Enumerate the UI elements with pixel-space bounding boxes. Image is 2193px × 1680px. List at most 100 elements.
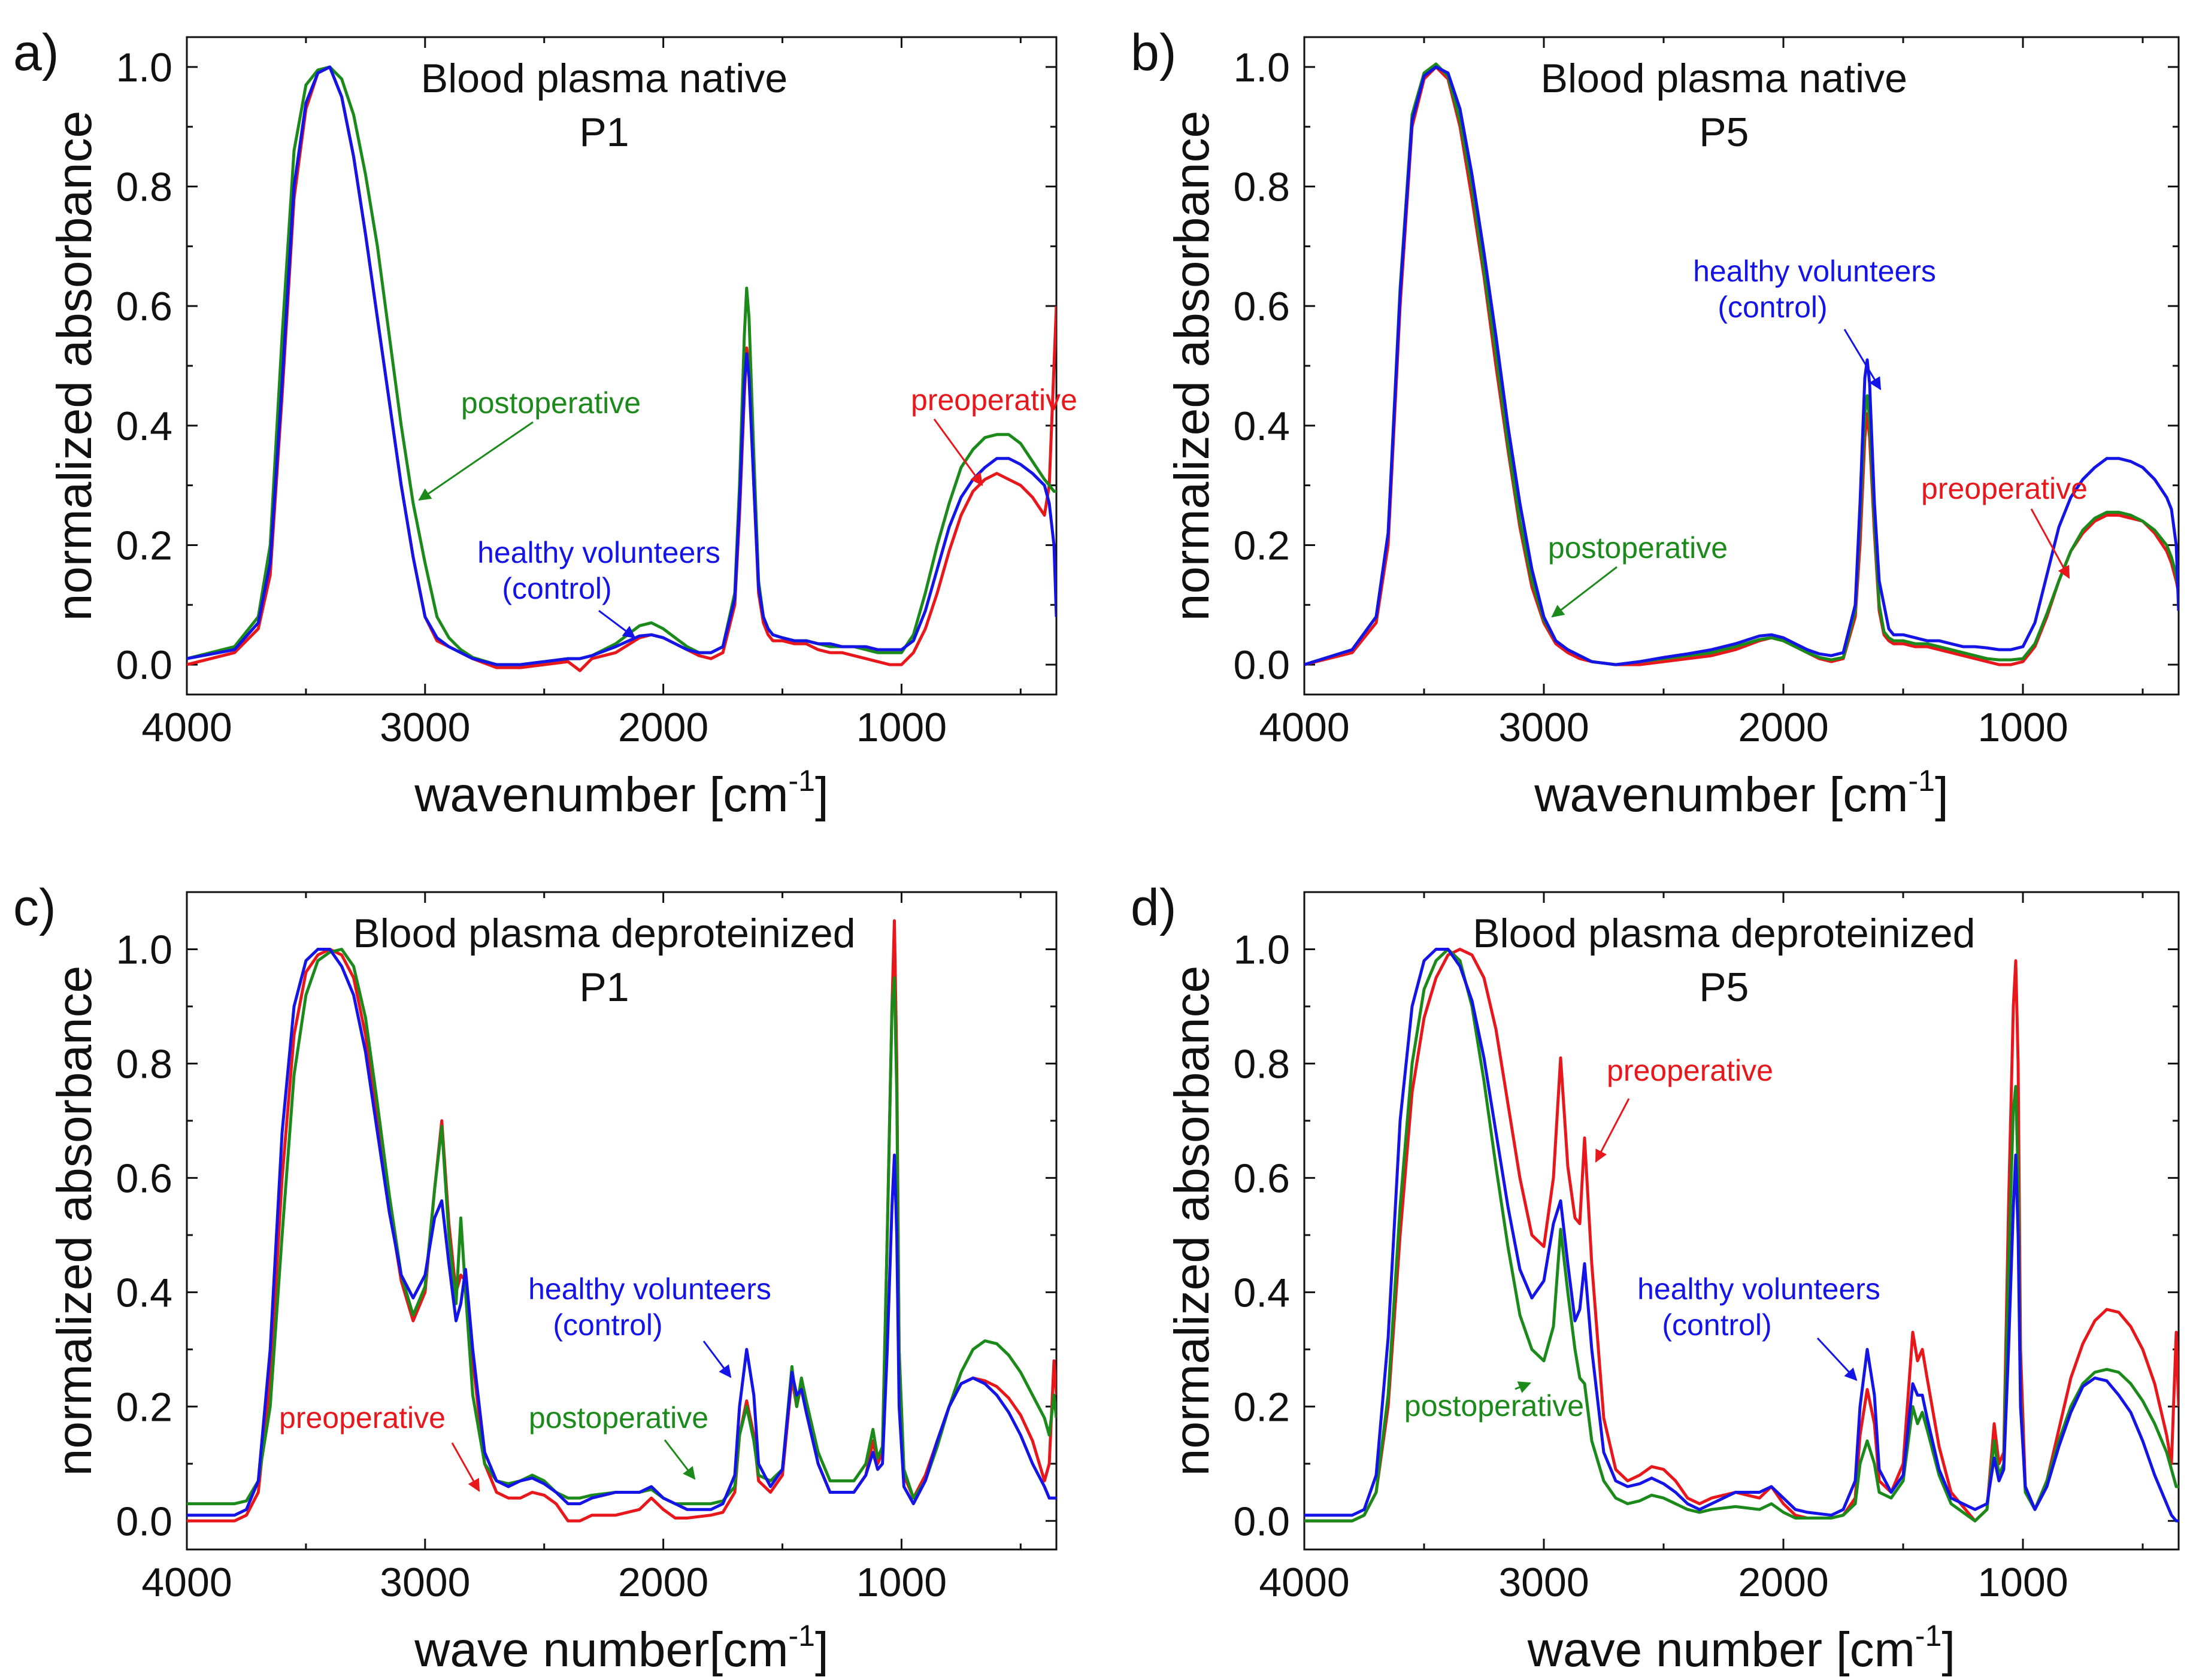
y-tick-label: 0.6 [116,1156,172,1201]
y-tick-label: 0.8 [116,165,172,210]
y-tick-label: 0.0 [116,642,172,688]
control-line [1304,950,2179,1521]
y-axis-title: normalized absorbance [1165,966,1219,1476]
x-tick-label: 3000 [1498,1560,1589,1605]
panel-b: 4000 3000 2000 1000 0.0 0.2 0.4 0.6 0.8 1.0 wavenu… [1131,24,2179,822]
x-tick-label: 2000 [1738,705,1828,750]
y-tick-label: 0.4 [116,404,172,449]
y-tick-label: 0.6 [1233,1156,1290,1201]
annotation-control-line1: healthy volunteers [528,1272,771,1306]
x-tick-label: 1000 [1977,1560,2068,1605]
panel-subtitle: P1 [579,110,629,155]
y-tick-label: 0.6 [116,284,172,329]
y-tick-label: 0.6 [1233,284,1290,329]
postoperative-line [1304,950,2179,1521]
annotation-arrow-preoperative [452,1443,479,1491]
panel-title: Blood plasma deproteinized [1473,911,1975,956]
annotation-preoperative: preoperative [911,383,1077,417]
annotation-arrow-postoperative [419,422,533,500]
annotation-postoperative: postoperative [529,1401,708,1435]
annotation-control-line2: (control) [502,572,611,605]
x-tick-label: 3000 [380,705,470,750]
annotation-postoperative: postoperative [1548,531,1728,565]
annotation-control-line1: healthy volunteers [1693,254,1936,288]
x-tick-label: 1000 [856,1560,947,1605]
x-tick-label: 1000 [856,705,947,750]
panel-c: 4000 3000 2000 1000 0.0 0.2 0.4 0.6 0.8 1.0 wave n… [13,879,1056,1677]
panel-label: b) [1131,24,1176,81]
y-axis-title: normalized absorbance [47,966,102,1476]
y-tick-label: 0.8 [116,1041,172,1087]
y-tick-label: 0.0 [116,1499,172,1544]
annotation-control-line2: (control) [1718,290,1827,324]
annotation-preoperative: preoperative [279,1401,446,1435]
y-tick-label: 0.2 [116,523,172,568]
y-tick-label: 0.2 [1233,523,1290,568]
panel-subtitle: P1 [579,965,629,1010]
annotation-arrow-postoperative [1552,567,1617,617]
annotation-control-line1: healthy volunteers [1637,1272,1880,1306]
panel-title: Blood plasma deproteinized [353,911,855,956]
annotation-arrow-preoperative [1596,1099,1629,1162]
x-tick-label: 3000 [1498,705,1589,750]
panel-label: d) [1131,879,1176,936]
annotation-arrow-control [1818,1338,1856,1380]
y-tick-label: 1.0 [1233,45,1290,90]
annotation-control-line2: (control) [1662,1308,1771,1342]
y-tick-label: 0.0 [1233,642,1290,688]
x-axis-title: wave number[cm-1] [414,1619,829,1677]
annotation-control-line2: (control) [553,1308,662,1342]
x-tick-label: 4000 [141,1560,232,1605]
x-axis-title: wavenumber [cm-1] [1534,764,1949,822]
y-axis-title: normalized absorbance [47,111,102,621]
y-tick-label: 0.4 [116,1270,172,1315]
y-tick-label: 0.2 [116,1384,172,1430]
x-tick-label: 3000 [380,1560,470,1605]
postoperative-line [187,67,1056,665]
annotation-arrow-postoperative [665,1440,695,1479]
annotation-arrow-control [599,611,635,638]
x-tick-label: 4000 [141,705,232,750]
series-group [187,67,1056,671]
annotation-preoperative: preoperative [1921,472,2088,505]
panel-d: 4000 3000 2000 1000 0.0 0.2 0.4 0.6 0.8 1.0 wave n… [1131,879,2179,1677]
y-tick-label: 0.0 [1233,1499,1290,1544]
control-line [1304,67,2179,665]
panel-subtitle: P5 [1699,110,1749,155]
annotation-postoperative: postoperative [1404,1389,1584,1423]
preoperative-line [1304,950,2179,1521]
panel-a: 4000 3000 2000 1000 0.0 0.2 0.4 0.6 0.8 1.0 wavenu… [13,24,1077,822]
y-tick-label: 0.4 [1233,404,1290,449]
annotation-postoperative: postoperative [461,386,641,420]
x-axis-title: wavenumber [cm-1] [414,764,829,822]
x-tick-label: 2000 [618,705,708,750]
panel-title: Blood plasma native [1541,56,1907,101]
annotation-control-line1: healthy volunteers [477,536,720,569]
panel-label: a) [13,24,59,81]
preoperative-line [187,67,1056,671]
y-axis-title: normalized absorbance [1165,111,1219,621]
x-tick-label: 4000 [1259,1560,1349,1605]
series-group [1304,950,2179,1521]
x-tick-label: 4000 [1259,705,1349,750]
y-tick-label: 1.0 [116,45,172,90]
y-tick-label: 1.0 [1233,927,1290,972]
annotation-arrow-control [1844,329,1880,389]
y-tick-label: 0.8 [1233,1041,1290,1087]
x-tick-label: 2000 [618,1560,708,1605]
annotation-preoperative: preoperative [1607,1054,1773,1087]
panel-subtitle: P5 [1699,965,1749,1010]
annotation-arrow-control [704,1341,731,1377]
y-tick-label: 1.0 [116,927,172,972]
y-tick-label: 0.4 [1233,1270,1290,1315]
control-line [187,67,1056,665]
panel-title: Blood plasma native [421,56,787,101]
y-tick-label: 0.8 [1233,165,1290,210]
x-tick-label: 1000 [1977,705,2068,750]
x-axis-title: wave number [cm-1] [1527,1619,1955,1677]
y-tick-label: 0.2 [1233,1384,1290,1430]
panel-label: c) [13,879,56,936]
annotation-arrow-postoperative [1515,1383,1530,1389]
figure-canvas: 4000 3000 2000 1000 0.0 0.2 0.4 0.6 0.8 1.0 wavenu… [0,0,2193,1680]
x-tick-label: 2000 [1738,1560,1828,1605]
